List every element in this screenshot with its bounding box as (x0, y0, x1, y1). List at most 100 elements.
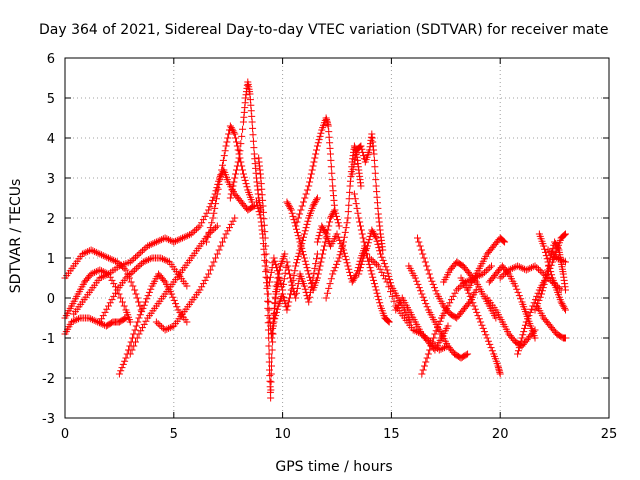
data-point (422, 300, 430, 308)
data-point (249, 203, 257, 211)
data-point (172, 300, 180, 308)
data-point (367, 256, 375, 264)
data-point (265, 358, 273, 366)
data-point (74, 315, 82, 323)
data-point (219, 161, 227, 169)
data-point (219, 156, 227, 164)
data-point (294, 252, 302, 260)
data-point (546, 254, 554, 262)
data-point (237, 140, 245, 148)
data-point (327, 163, 335, 171)
data-point (169, 293, 177, 301)
data-point (424, 266, 432, 274)
data-point (125, 271, 133, 279)
data-point (303, 264, 311, 272)
data-point (355, 270, 363, 278)
data-point (416, 242, 424, 250)
data-point (203, 273, 211, 281)
data-point (234, 158, 242, 166)
data-point (295, 249, 303, 257)
data-point (206, 224, 214, 232)
data-point (211, 204, 219, 212)
data-point (254, 204, 262, 212)
data-point (332, 209, 340, 217)
data-point (108, 296, 116, 304)
data-point (271, 257, 279, 265)
data-point (483, 334, 491, 342)
data-point (160, 256, 168, 264)
data-point (326, 150, 334, 158)
data-point (240, 173, 248, 181)
data-point (333, 260, 341, 268)
data-point (214, 185, 222, 193)
data-point (154, 237, 162, 245)
data-point (268, 346, 276, 354)
data-point (132, 290, 140, 298)
data-point (138, 308, 146, 316)
data-point (479, 324, 487, 332)
data-point (96, 250, 104, 258)
data-point (475, 315, 483, 323)
data-point (363, 242, 371, 250)
data-point (456, 283, 464, 291)
data-point (238, 132, 246, 140)
data-point (78, 250, 86, 258)
data-point (419, 293, 427, 301)
data-point (359, 148, 367, 156)
data-point (69, 317, 77, 325)
data-point (309, 202, 317, 210)
series-track-21 (350, 190, 393, 326)
data-point (411, 274, 419, 282)
data-point (90, 316, 98, 324)
series-track-06 (115, 270, 191, 378)
series-track-03 (61, 314, 130, 338)
data-point (560, 303, 568, 311)
data-point (508, 264, 516, 272)
data-point (535, 296, 543, 304)
data-point (145, 288, 153, 296)
data-point (111, 283, 119, 291)
data-point (101, 272, 109, 280)
data-point (283, 306, 291, 314)
data-point (270, 318, 278, 326)
data-point (265, 298, 273, 306)
data-point (182, 232, 190, 240)
data-point (358, 230, 366, 238)
data-point (136, 261, 144, 269)
data-point (143, 256, 151, 264)
data-point (536, 293, 544, 301)
data-point (170, 296, 178, 304)
data-point (265, 342, 273, 350)
data-point (439, 344, 447, 352)
data-point (146, 255, 154, 263)
data-point (222, 142, 230, 150)
data-point (239, 166, 247, 174)
data-point (436, 317, 444, 325)
series-track-38 (544, 246, 569, 266)
data-point (348, 278, 356, 286)
data-point (314, 139, 322, 147)
data-point (561, 304, 569, 312)
x-tick-label: 15 (383, 427, 400, 442)
data-point (263, 274, 271, 282)
data-point (239, 125, 247, 133)
data-point (165, 236, 173, 244)
data-point (199, 216, 207, 224)
data-point (335, 254, 343, 262)
data-point (201, 276, 209, 284)
data-point (280, 275, 288, 283)
data-point (103, 305, 111, 313)
data-point (314, 270, 322, 278)
data-point (333, 212, 341, 220)
data-point (132, 338, 140, 346)
data-point (229, 217, 237, 225)
data-point (301, 194, 309, 202)
data-point (507, 265, 515, 273)
data-point (206, 203, 214, 211)
data-point (131, 286, 139, 294)
data-point (208, 227, 216, 235)
data-point (425, 270, 433, 278)
data-point (484, 265, 492, 273)
data-point (267, 268, 275, 276)
data-point (296, 210, 304, 218)
